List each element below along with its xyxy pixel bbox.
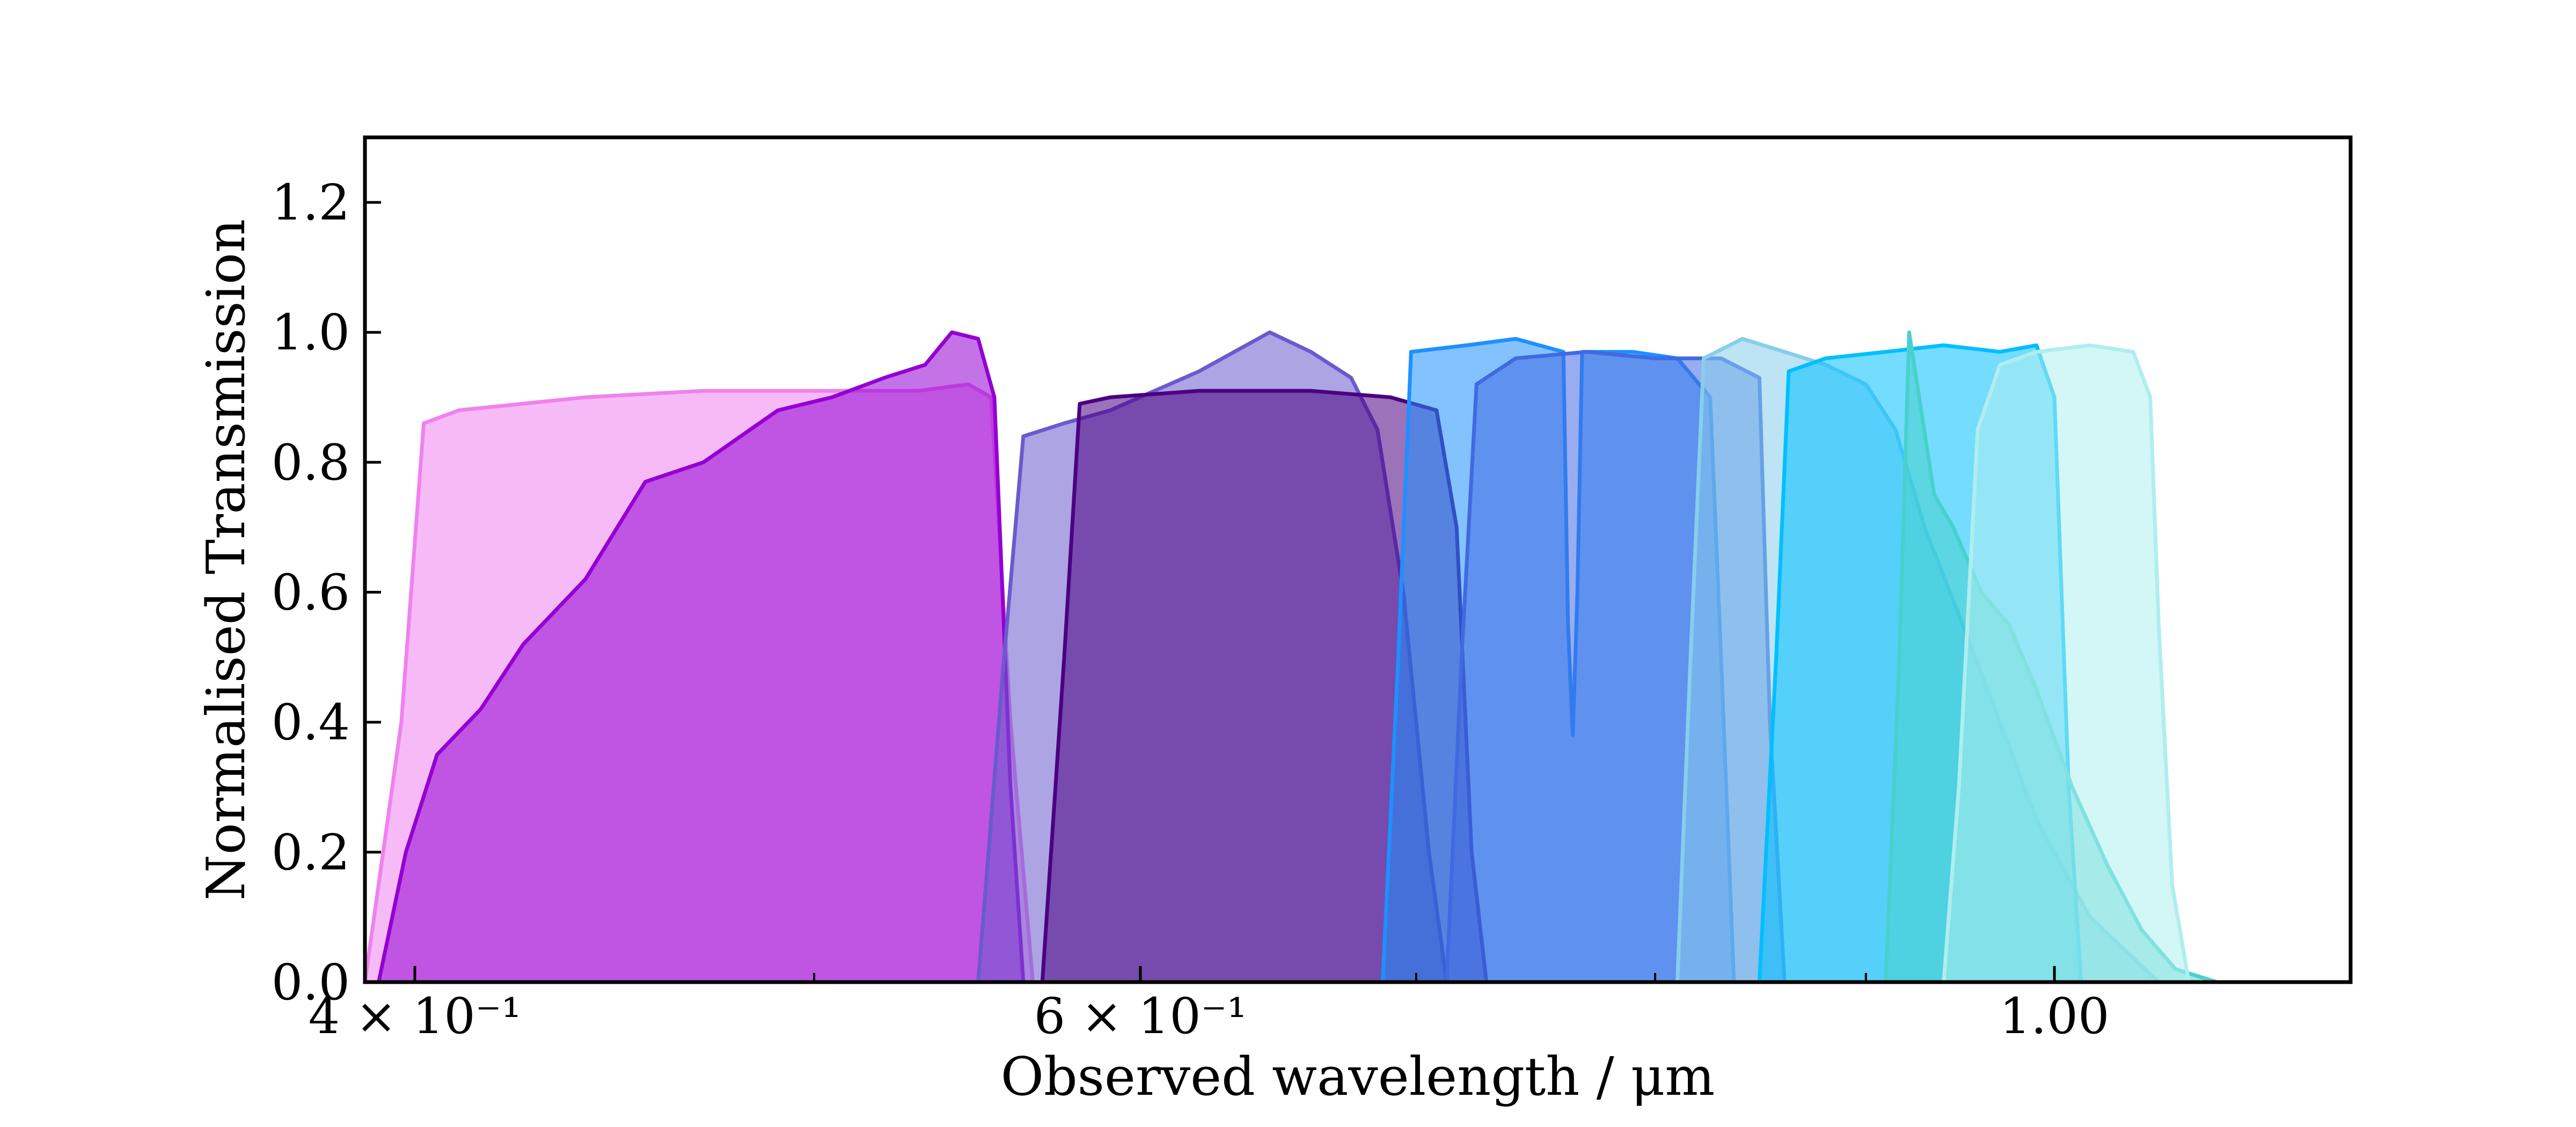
plot-area [365,330,2218,982]
y-tick-label-3: 0.6 [272,564,350,621]
y-tick-label-0: 0.0 [272,954,350,1011]
x-tick-label-2: 1.00 [2000,987,2110,1045]
axis-ticks: 0.0 0.2 0.4 0.6 0.8 1.0 1.2 4 × 10⁻¹ 6 × 10⁻¹ 1.0… [272,174,2110,1045]
filter-band-fill-4 [1042,391,1487,982]
filter-band-line-10 [1942,343,2191,982]
filter-band-line-2 [377,330,1026,982]
x-tick-label-0: 4 × 10⁻¹ [309,987,522,1045]
filter-band-fill-10 [1943,345,2189,982]
x-tick-label-1: 6 × 10⁻¹ [1034,987,1247,1045]
filter-band-fill-2 [378,332,1023,982]
y-tick-label-6: 1.2 [272,174,350,231]
series-group [365,330,2218,982]
plot-frame [363,135,2353,984]
y-axis-label: Normalised Transmission [196,219,257,901]
y-tick-label-4: 0.8 [272,434,350,491]
y-tick-label-2: 0.4 [272,694,350,751]
x-axis-label: Observed wavelength / μm [1001,1046,1715,1108]
y-tick-label-5: 1.0 [272,304,350,361]
y-tick-label-1: 0.2 [272,824,350,881]
